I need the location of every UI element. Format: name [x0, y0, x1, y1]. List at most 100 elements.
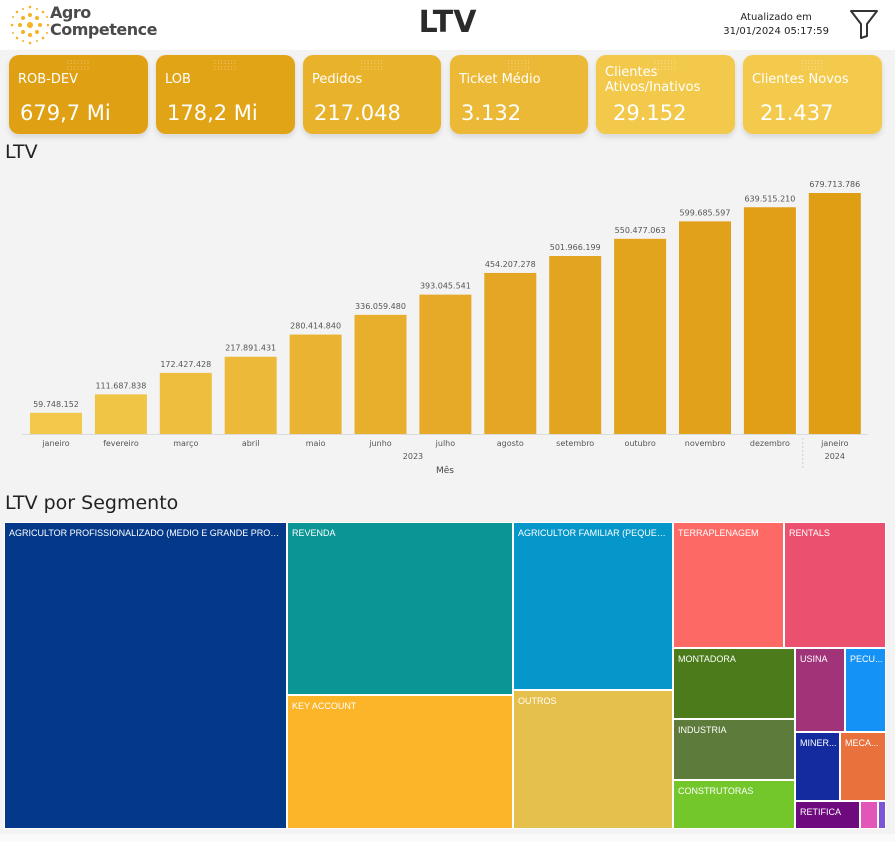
- kpi-label: LOB: [165, 72, 191, 87]
- treemap-tile-label: PECU...: [850, 654, 883, 664]
- drag-handle-icon[interactable]: ::::::::::::::: [653, 58, 678, 72]
- x-tick-label: dezembro: [750, 439, 790, 448]
- treemap-tile[interactable]: AGRICULTOR FAMILIAR (PEQUENO ...: [513, 522, 673, 690]
- logo-line2: Competence: [50, 20, 157, 39]
- kpi-value: 217.048: [314, 101, 401, 125]
- kpi-label: Pedidos: [312, 72, 363, 87]
- kpi-label: Clientes Ativos/Inativos: [605, 65, 701, 95]
- bottom-scrollbar: [0, 834, 895, 842]
- bar[interactable]: [419, 294, 472, 434]
- treemap-tile[interactable]: RETIFICA: [795, 801, 860, 829]
- ltv-bar-chart: 59.748.152 janeiro 111.687.838 fevereiro 172…: [22, 180, 868, 476]
- x-tick-label: setembro: [556, 439, 594, 448]
- logo-line1: Agro: [50, 3, 91, 22]
- segment-chart-title: LTV por Segmento: [5, 492, 179, 514]
- kpi-value: 3.132: [461, 101, 522, 125]
- segment-treemap: AGRICULTOR PROFISSIONALIZADO (MEDIO E GR…: [4, 522, 886, 829]
- treemap-tile[interactable]: RENTALS: [784, 522, 886, 648]
- data-label: 336.059.480: [355, 302, 406, 311]
- bar[interactable]: [484, 272, 537, 434]
- page-title: LTV: [418, 5, 477, 40]
- x-year-label: 2023: [403, 452, 423, 461]
- treemap-tile-label: TERRAPLENAGEM: [678, 528, 759, 538]
- data-label: 454.207.278: [485, 260, 536, 269]
- data-label: 393.045.541: [420, 282, 471, 291]
- kpi-row: :::::::::::::: ROB-DEV 679,7 Mi ::::::::…: [0, 55, 895, 135]
- kpi-label: ROB-DEV: [18, 72, 78, 87]
- bar[interactable]: [743, 207, 796, 434]
- x-tick-label: junho: [368, 439, 391, 448]
- treemap-tile-label: MINER...: [800, 738, 837, 748]
- x-tick-label: fevereiro: [103, 439, 139, 448]
- treemap-tile-label: KEY ACCOUNT: [292, 701, 357, 711]
- x-tick-label: maio: [306, 439, 326, 448]
- kpi-card-pedidos[interactable]: :::::::::::::: Pedidos 217.048: [303, 55, 441, 134]
- treemap-tile[interactable]: AGRICULTOR PROFISSIONALIZADO (MEDIO E GR…: [4, 522, 287, 829]
- treemap-tile[interactable]: PECU...: [845, 648, 886, 732]
- bar[interactable]: [354, 314, 407, 434]
- kpi-value: 178,2 Mi: [167, 101, 258, 125]
- treemap-tile-label: AGRICULTOR PROFISSIONALIZADO (MEDIO E GR…: [9, 528, 284, 538]
- kpi-label: Clientes Novos: [752, 72, 849, 87]
- data-label: 679.713.786: [809, 180, 860, 189]
- kpi-card-rob-dev[interactable]: :::::::::::::: ROB-DEV 679,7 Mi: [9, 55, 148, 134]
- treemap-tile[interactable]: REVENDA: [287, 522, 513, 695]
- x-tick-label: julho: [435, 439, 456, 448]
- treemap-tile-label: RETIFICA: [800, 807, 842, 817]
- treemap-tile[interactable]: USINA: [795, 648, 845, 732]
- data-label: 59.748.152: [33, 400, 79, 409]
- data-label: 639.515.210: [744, 194, 795, 203]
- bar[interactable]: [30, 412, 82, 434]
- treemap-tile-label: USINA: [800, 654, 828, 664]
- ltv-chart-title: LTV: [5, 141, 38, 163]
- filter-icon[interactable]: [848, 7, 880, 41]
- x-tick-label: janeiro: [41, 439, 69, 448]
- bar[interactable]: [614, 238, 667, 434]
- x-tick-label: janeiro: [820, 439, 848, 448]
- bar[interactable]: [159, 372, 212, 434]
- updated-label: Atualizado em: [740, 12, 812, 23]
- treemap-tile[interactable]: [860, 801, 878, 829]
- x-tick-label: novembro: [685, 439, 726, 448]
- kpi-card-ticket-medio[interactable]: :::::::::::::: Ticket Médio 3.132: [450, 55, 588, 134]
- treemap-tile[interactable]: OUTROS: [513, 690, 673, 829]
- treemap-tile-label: RENTALS: [789, 528, 830, 538]
- kpi-card-lob[interactable]: :::::::::::::: LOB 178,2 Mi: [156, 55, 295, 134]
- data-label: 501.966.199: [550, 243, 601, 252]
- bar[interactable]: [94, 394, 147, 434]
- treemap-tile-label: MONTADORA: [678, 654, 736, 664]
- bar[interactable]: [289, 334, 342, 434]
- treemap-tile[interactable]: KEY ACCOUNT: [287, 695, 513, 829]
- treemap-tile[interactable]: [878, 801, 886, 829]
- treemap-tile-label: AGRICULTOR FAMILIAR (PEQUENO ...: [518, 528, 670, 538]
- x-year-label: 2024: [825, 452, 845, 461]
- bar[interactable]: [224, 356, 277, 434]
- x-tick-label: abril: [242, 439, 260, 448]
- drag-handle-icon[interactable]: ::::::::::::::: [213, 58, 238, 72]
- treemap-tile[interactable]: MONTADORA: [673, 648, 795, 719]
- data-label: 280.414.840: [290, 322, 341, 331]
- bar[interactable]: [549, 256, 602, 434]
- bar[interactable]: [679, 221, 731, 434]
- treemap-tile[interactable]: CONSTRUTORAS: [673, 780, 795, 829]
- drag-handle-icon[interactable]: ::::::::::::::: [360, 58, 384, 72]
- header: Agro Competence LTV Atualizado em 31/01/…: [0, 0, 895, 50]
- treemap-tile-label: INDUSTRIA: [678, 725, 727, 735]
- treemap-tile-label: OUTROS: [518, 696, 557, 706]
- treemap-tile[interactable]: INDUSTRIA: [673, 719, 795, 780]
- drag-handle-icon[interactable]: ::::::::::::::: [800, 58, 825, 72]
- treemap-tile[interactable]: MINER...: [795, 732, 840, 801]
- kpi-card-clientes-novos[interactable]: :::::::::::::: Clientes Novos 21.437: [743, 55, 882, 134]
- drag-handle-icon[interactable]: ::::::::::::::: [507, 58, 531, 72]
- x-tick-label: agosto: [497, 439, 524, 448]
- treemap-tile-label: MECA...: [845, 738, 879, 748]
- data-label: 111.687.838: [95, 381, 146, 390]
- agro-competence-logo: [10, 5, 50, 45]
- x-tick-label: março: [173, 439, 198, 448]
- bar[interactable]: [808, 193, 861, 434]
- treemap-tile[interactable]: TERRAPLENAGEM: [673, 522, 784, 648]
- treemap-tile[interactable]: MECA...: [840, 732, 886, 801]
- drag-handle-icon[interactable]: ::::::::::::::: [66, 58, 91, 72]
- kpi-card-clientes-ativos[interactable]: :::::::::::::: Clientes Ativos/Inativos …: [596, 55, 735, 134]
- data-label: 599.685.597: [680, 208, 731, 217]
